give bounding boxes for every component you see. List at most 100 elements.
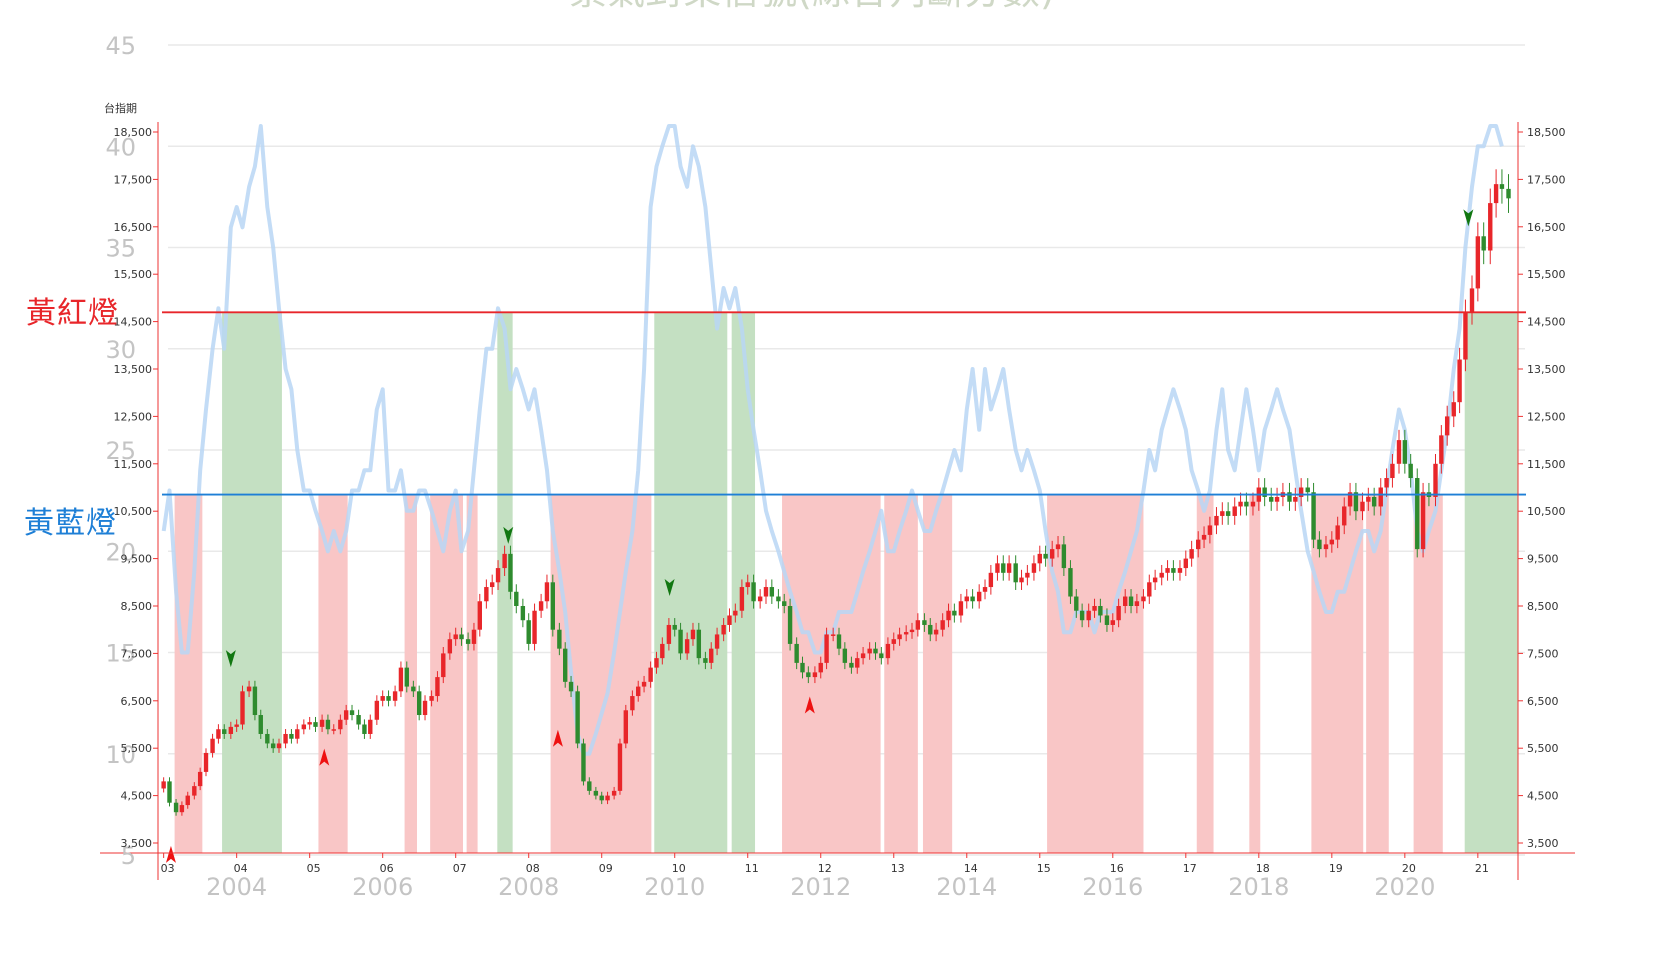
candle-body [356, 715, 360, 724]
candle-body [806, 672, 810, 677]
year-tick-label: 07 [453, 862, 467, 875]
candle-body [995, 563, 999, 572]
candle-body [1086, 611, 1090, 620]
candle-body [1439, 435, 1443, 463]
candle-body [313, 722, 317, 727]
candle-body [630, 696, 634, 710]
candle-body [660, 644, 664, 658]
candle-body [1408, 464, 1412, 478]
index-tick-label-right: 13,500 [1527, 363, 1566, 376]
index-tick-label-left: 10,500 [114, 505, 153, 518]
candle-body [302, 725, 306, 730]
score-tick-label: 45 [105, 32, 136, 60]
candle-body [1208, 525, 1212, 534]
index-axis-right-labels: 3,5004,5005,5006,5007,5008,5009,50010,50… [1518, 126, 1566, 850]
candle-body [1141, 597, 1145, 602]
candle-body [667, 625, 671, 644]
threshold-label-yellow-red: 黃紅燈 [26, 288, 119, 332]
candle-body [1165, 568, 1169, 573]
candle-body [946, 611, 950, 620]
index-tick-label-left: 9,500 [121, 553, 153, 566]
candle-body [204, 753, 208, 772]
candle-body [733, 611, 737, 616]
year-axis-labels: 03 04 05 06 07 08 09 10 11 12 13 14 15 16 17 18 19 20 21 20… [161, 853, 1489, 901]
index-tick-label-right: 18,500 [1527, 126, 1566, 139]
candle-body [1013, 563, 1017, 582]
candle-body [1111, 620, 1115, 625]
index-tick-label-right: 9,500 [1527, 553, 1559, 566]
candle-body [1317, 540, 1321, 549]
red-zone [782, 495, 881, 853]
candle-body [624, 710, 628, 743]
candle-body [916, 620, 920, 629]
red-zone [1249, 495, 1260, 853]
candle-body [386, 696, 390, 701]
candle-body [167, 781, 171, 802]
year-tick-label: 11 [745, 862, 759, 875]
index-tick-label-left: 6,500 [121, 695, 153, 708]
index-tick-label-right: 11,500 [1527, 458, 1566, 471]
year-long-tick-label: 2018 [1228, 873, 1289, 901]
candle-body [776, 597, 780, 602]
candle-body [441, 653, 445, 677]
candle-body [594, 791, 598, 796]
candle-body [1025, 573, 1029, 578]
candle-body [1390, 464, 1394, 478]
candle-body [1092, 606, 1096, 611]
candle-body [721, 625, 725, 634]
year-long-tick-label: 2008 [498, 873, 559, 901]
candle-body [855, 658, 859, 667]
candle-body [1129, 597, 1133, 606]
candle-body [831, 634, 835, 636]
candle-body [1043, 554, 1047, 559]
index-tick-label-right: 17,500 [1527, 173, 1566, 186]
candle-body [873, 649, 877, 654]
candle-body [307, 722, 311, 724]
candle-body [904, 632, 908, 634]
candle-body [1299, 488, 1303, 497]
candle-body [751, 582, 755, 601]
candle-body [1433, 464, 1437, 497]
index-tick-label-right: 10,500 [1527, 505, 1566, 518]
candle-body [399, 668, 403, 692]
candle-body [532, 611, 536, 644]
index-tick-label-left: 11,500 [114, 458, 153, 471]
candle-body [1202, 535, 1206, 540]
candle-body [192, 786, 196, 795]
candle-body [849, 663, 853, 668]
candle-body [1001, 563, 1005, 572]
candle-body [429, 696, 433, 701]
candle-body [1415, 478, 1419, 549]
candle-body [1342, 506, 1346, 525]
candle-body [965, 597, 969, 602]
candle-body [527, 620, 531, 644]
candle-body [198, 772, 202, 786]
year-tick-label: 15 [1037, 862, 1051, 875]
index-tick-label-left: 18,500 [114, 126, 153, 139]
candle-body [1220, 511, 1224, 516]
candle-body [983, 587, 987, 592]
candle-body [1306, 488, 1310, 493]
candle-body [563, 649, 567, 682]
candle-body [253, 687, 257, 715]
candle-body [892, 639, 896, 644]
candle-body [642, 682, 646, 687]
candle-body [697, 630, 701, 658]
candle-body [435, 677, 439, 696]
candle-body [758, 597, 762, 602]
candle-body [1311, 492, 1315, 539]
red-zone [430, 495, 463, 853]
candle-body [1403, 440, 1407, 464]
candle-body [940, 620, 944, 629]
candle-body [691, 630, 695, 639]
instrument-label: 台指期 [104, 101, 137, 115]
candle-body [265, 734, 269, 743]
candle-body [259, 715, 263, 734]
candle-body [234, 725, 238, 727]
candle-body [295, 729, 299, 738]
candle-body [600, 796, 604, 801]
candle-body [1233, 506, 1237, 515]
candle-body [1275, 497, 1279, 502]
candle-body [326, 720, 330, 729]
candle-body [612, 791, 616, 796]
